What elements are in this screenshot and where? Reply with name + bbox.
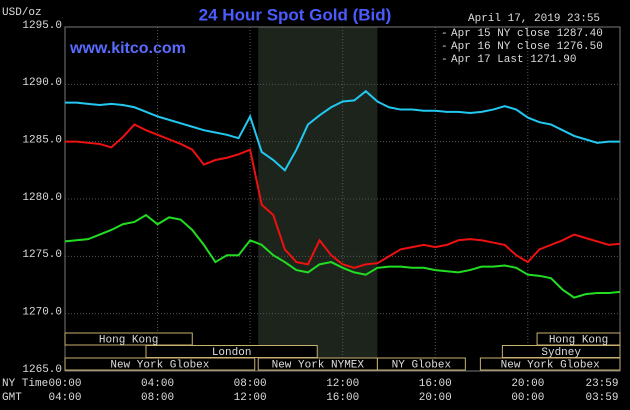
x2-tick-label: 04:00 [48, 392, 81, 404]
session-label: Hong Kong [549, 334, 608, 346]
legend-marker: - [441, 41, 448, 53]
x2-tick-label: 20:00 [419, 392, 452, 404]
session-box [376, 357, 466, 371]
x2-tick-label: 16:00 [326, 392, 359, 404]
y-tick-label: 1275.0 [22, 249, 62, 261]
session-label: London [212, 347, 252, 359]
y-tick-label: 1285.0 [22, 135, 62, 147]
y-tick-label: 1280.0 [22, 192, 62, 204]
x-tick-label: 00:00 [48, 378, 81, 390]
chart-title: 24 Hour Spot Gold (Bid) [199, 5, 392, 24]
session-box [64, 332, 193, 346]
y-tick-label: 1295.0 [22, 20, 62, 32]
x-tick-label: 16:00 [419, 378, 452, 390]
x-axis-label: NY Time [2, 378, 48, 390]
background-layer [64, 26, 621, 372]
x-tick-label: 23:59 [585, 378, 618, 390]
session-label: Hong Kong [99, 334, 158, 346]
session-label: New York Globex [110, 359, 209, 371]
y-axis-label: USD/oz [2, 7, 42, 19]
timestamp: April 17, 2019 23:55 [468, 13, 600, 25]
x-tick-label: 12:00 [326, 378, 359, 390]
y-tick-label: 1290.0 [22, 77, 62, 89]
x-tick-label: 20:00 [511, 378, 544, 390]
x2-tick-label: 03:59 [585, 392, 618, 404]
session-label: Sydney [541, 347, 581, 359]
legend-marker: - [441, 54, 448, 66]
x2-axis-label: GMT [2, 392, 22, 404]
x2-tick-label: 00:00 [511, 392, 544, 404]
y-tick-label: 1265.0 [22, 364, 62, 376]
x2-tick-label: 12:00 [234, 392, 267, 404]
series-line [64, 213, 621, 299]
x2-tick-label: 08:00 [141, 392, 174, 404]
session-box [64, 357, 256, 371]
plot-frame [64, 26, 621, 372]
legend-label: Apr 16 NY close 1276.50 [451, 41, 603, 53]
legend-marker: - [441, 28, 448, 40]
session-label: New York Globex [501, 359, 600, 371]
x-tick-label: 04:00 [141, 378, 174, 390]
x-tick-label: 08:00 [234, 378, 267, 390]
session-label: NY Globex [392, 359, 452, 371]
session-box [479, 357, 621, 371]
subtitle: www.kitco.com [69, 40, 186, 57]
legend-label: Apr 17 Last 1271.90 [451, 54, 576, 66]
series-line [65, 123, 621, 269]
session-label: New York NYMEX [272, 359, 365, 371]
legend-label: Apr 15 NY close 1287.40 [451, 28, 603, 40]
y-tick-label: 1270.0 [22, 307, 62, 319]
series-line [65, 89, 620, 172]
